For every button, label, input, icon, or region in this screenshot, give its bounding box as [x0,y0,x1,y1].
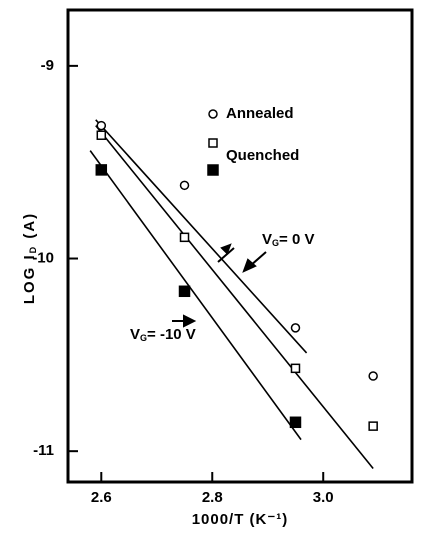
legend-label: Annealed [226,105,294,122]
arrows [172,243,267,328]
y-label-sub: D [28,245,38,254]
x-tick-label: 2.8 [202,489,223,506]
annotation-rest: = -10 V [147,326,196,343]
annotation-sub: G [272,238,279,248]
legend-marker [208,138,218,148]
annotation-text: V [130,326,140,343]
arrow-head [183,314,197,328]
fit-line [89,150,302,441]
y-tick-label: -11 [33,442,54,459]
plot-frame [66,8,414,484]
annotation-rest: = 0 V [279,231,314,248]
fit-line [95,125,374,470]
annotation-sub: G [140,333,147,343]
y-tick-label: -10 [32,249,54,266]
point [96,120,107,131]
point [290,323,301,333]
point [289,416,302,429]
point [290,363,301,374]
y-label-rest: (A) [21,212,38,245]
x-tick-label: 3.0 [313,489,334,506]
point [96,130,107,140]
arrow-head [242,258,257,273]
arrow-head [220,243,232,255]
legend-label: Quenched [226,147,299,164]
annotation: VG= -10 V [130,326,196,343]
point [178,285,191,298]
point [179,232,190,243]
annotation-text: V [262,231,272,248]
point [368,421,378,431]
arrow [217,247,235,263]
point [179,180,190,191]
point [95,164,108,176]
x-axis-label: 1000/T (K⁻¹) [192,511,289,528]
y-label-text: LOG I [21,253,38,304]
point [368,371,378,381]
y-axis-label: LOG ID (A) [21,212,38,304]
y-tick-label: -9 [41,57,54,74]
legend-marker [207,164,219,176]
x-tick-label: 2.6 [91,489,112,506]
legend-marker [208,109,218,119]
fit-line [95,119,308,354]
annotation: VG= 0 V [262,231,314,248]
